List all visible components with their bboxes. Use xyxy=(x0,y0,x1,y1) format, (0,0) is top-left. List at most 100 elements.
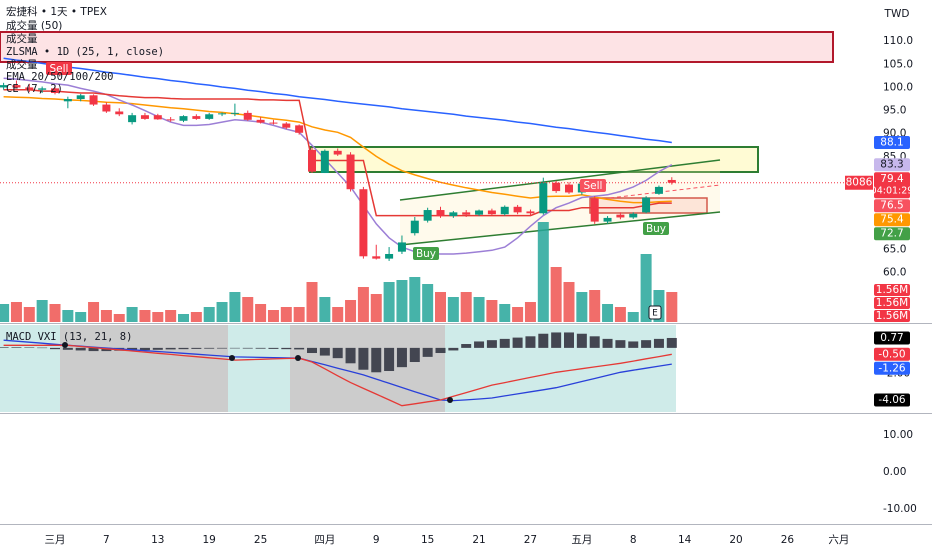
indicator-label[interactable]: 成交量 xyxy=(6,58,38,71)
indicator-label[interactable]: EMA 20/50/100/200 xyxy=(6,71,113,83)
macd-histogram-bar xyxy=(358,347,369,370)
macd-histogram-bar xyxy=(268,347,279,349)
indicator-label[interactable]: MACD VXI (13, 21, 8) xyxy=(6,331,132,343)
y-tick-label: 95.0 xyxy=(883,105,906,117)
sell-label: Sell xyxy=(50,63,69,75)
sell-badge xyxy=(580,179,606,192)
candle-body xyxy=(449,212,458,217)
candle-body xyxy=(192,116,201,119)
candle-body xyxy=(282,123,291,128)
currency[interactable]: TWD xyxy=(884,8,910,20)
x-tick-label: 7 xyxy=(103,534,110,546)
x-tick-label: 19 xyxy=(203,534,216,546)
candle-body xyxy=(102,104,111,112)
buy-badge xyxy=(643,222,669,235)
candle-body xyxy=(500,206,509,215)
macd-histogram-bar xyxy=(499,338,510,348)
macd-histogram-bar xyxy=(191,347,202,349)
price-tag-label: 76.5 xyxy=(880,200,903,212)
y-tick-label: 110.0 xyxy=(883,35,913,47)
macd-histogram-bar xyxy=(229,347,240,349)
indicator-line xyxy=(3,339,672,402)
macd-histogram-bar xyxy=(50,347,60,350)
price-tag-label: -0.50 xyxy=(878,348,905,360)
indicator-line xyxy=(3,57,672,144)
volume-bar xyxy=(178,314,189,322)
candle-body xyxy=(115,111,124,115)
volume-bar xyxy=(0,304,10,322)
indicator-label[interactable]: CE (7, 2) xyxy=(6,83,63,95)
price-tag xyxy=(874,172,910,199)
candle-body xyxy=(218,113,227,115)
candle-body xyxy=(140,115,149,119)
volume-bar xyxy=(409,277,421,322)
volume-bar xyxy=(460,292,472,322)
candle-body xyxy=(642,197,651,213)
volume-bar xyxy=(10,302,22,322)
event-marker[interactable]: E xyxy=(652,309,658,319)
x-tick-label: 六月 xyxy=(828,534,849,546)
candle-body xyxy=(243,112,252,120)
candle-body xyxy=(436,210,445,217)
volume-bar xyxy=(589,290,601,322)
price-tag-label: 75.4 xyxy=(880,214,904,226)
candle-body xyxy=(487,210,496,215)
volume-bar xyxy=(139,310,151,322)
event-badge[interactable] xyxy=(648,305,662,320)
candle-body xyxy=(308,149,316,172)
volume-bar xyxy=(447,297,459,322)
macd-zone xyxy=(228,325,290,412)
volume-bar xyxy=(75,312,87,322)
macd-histogram-bar xyxy=(371,347,382,373)
macd-histogram-bar xyxy=(551,332,562,348)
symbol-title[interactable]: 宏捷科 • 1天 • TPEX xyxy=(6,5,107,18)
y-tick-label: 105.0 xyxy=(883,58,913,70)
x-tick-label: 27 xyxy=(524,534,537,546)
symbol-tag-label: 8086 xyxy=(846,177,873,189)
macd-histogram-bar xyxy=(307,347,317,354)
price-tag-label: -1.26 xyxy=(878,362,905,374)
candle-body xyxy=(320,150,329,174)
cross-dot xyxy=(447,397,453,403)
zone-box xyxy=(0,31,834,63)
volume-bar xyxy=(435,292,446,322)
candle-body xyxy=(552,182,561,192)
macd-histogram-bar xyxy=(0,347,9,348)
candle-body xyxy=(629,213,638,218)
macd-histogram-bar xyxy=(255,347,266,349)
macd-histogram-bar xyxy=(139,347,150,351)
macd-histogram-bar xyxy=(641,340,652,348)
indicator-line xyxy=(3,89,672,217)
macd-zone xyxy=(0,325,60,412)
macd-histogram-bar xyxy=(602,338,613,348)
candle-body xyxy=(38,88,47,90)
volume-bar xyxy=(203,307,215,322)
macd-histogram-bar xyxy=(589,336,600,348)
signals: Sell Sell Buy Buy E xyxy=(46,62,669,403)
countdown: 04:01:29 xyxy=(871,186,914,197)
price-tag xyxy=(874,393,910,407)
indicator-label[interactable]: 成交量 (50) xyxy=(6,19,62,32)
volume-bar xyxy=(216,302,228,322)
volume-bar xyxy=(190,312,202,322)
candle-body xyxy=(12,85,21,88)
macd-histogram-bar xyxy=(409,347,420,363)
macd-histogram-bar xyxy=(564,332,574,348)
macd-histogram-bar xyxy=(422,347,433,357)
macd-histogram-bar xyxy=(666,337,677,348)
volume-bar xyxy=(332,307,344,322)
volume-bar xyxy=(614,307,626,322)
macd-histogram-bar xyxy=(281,347,292,350)
indicator-label[interactable]: ZLSMA • 1D (25, 1, close) xyxy=(6,46,164,58)
volume-bar xyxy=(550,267,562,322)
volume-bar xyxy=(165,310,177,322)
volume-bar xyxy=(293,307,305,322)
price-tag xyxy=(874,199,910,213)
candle-body xyxy=(590,198,599,222)
candle-body xyxy=(230,112,239,114)
volume-bar xyxy=(524,302,536,322)
indicator-label[interactable]: 成交量 xyxy=(6,32,38,45)
candle-body xyxy=(25,87,34,90)
volume-bar xyxy=(88,302,100,322)
